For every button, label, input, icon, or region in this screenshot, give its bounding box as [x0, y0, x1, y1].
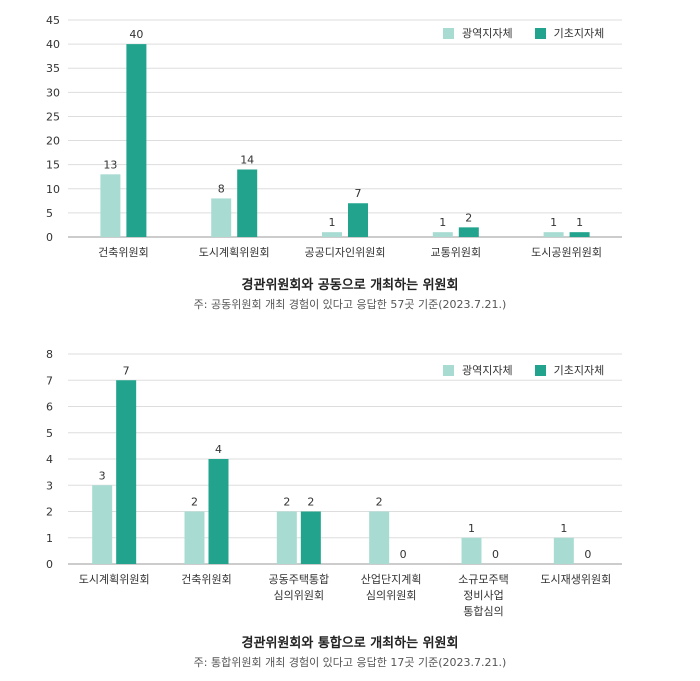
x-category-label: 도시재생위원회 — [540, 573, 611, 586]
bar-value-label: 8 — [218, 182, 225, 195]
y-tick-label: 30 — [46, 86, 60, 99]
y-tick-label: 8 — [46, 348, 53, 361]
bar-regional — [369, 511, 390, 564]
legend-item-regional: 광역지자체 — [443, 362, 513, 378]
bar-value-label: 40 — [129, 28, 143, 41]
chart-joint-committees: 0 5 10 15 20 25 30 35 40 45 13 40 건축위원회 8 14 도시계획위원회 1 7 공… — [0, 0, 700, 340]
y-tick-label: 5 — [46, 207, 53, 220]
bar-basic — [348, 203, 368, 237]
legend-swatch-regional — [443, 364, 454, 376]
y-tick-label: 15 — [46, 159, 60, 172]
legend-label-basic: 기초지자체 — [553, 27, 605, 40]
chart-note: 주: 통합위원회 개최 경험이 있다고 응답한 17곳 기준(2023.7.21… — [193, 656, 507, 669]
x-category-label: 소규모주택 — [458, 573, 509, 586]
y-tick-label: 2 — [46, 506, 53, 519]
y-tick-label: 40 — [46, 38, 60, 51]
x-category-label: 도시공원위원회 — [531, 246, 602, 259]
y-tick-label: 3 — [46, 479, 53, 492]
y-tick-label: 20 — [46, 135, 60, 148]
bar-basic — [300, 511, 321, 564]
legend-swatch-regional — [443, 27, 454, 39]
legend-label-regional: 광역지자체 — [462, 364, 513, 377]
bar-value-label: 2 — [283, 496, 290, 509]
chart-integrated-committees-legend: 광역지자체 기초지자체 — [443, 362, 604, 378]
bar-value-label: 3 — [99, 469, 106, 482]
bar-regional — [543, 232, 564, 237]
bar-value-label: 2 — [307, 496, 314, 509]
legend-item-regional: 광역지자체 — [443, 25, 513, 41]
chart-title: 경관위원회와 통합으로 개최하는 위원회 — [241, 636, 459, 651]
y-tick-label: 5 — [46, 427, 53, 440]
legend-label-regional: 광역지자체 — [462, 27, 513, 40]
chart-joint-committees-plot: 0 5 10 15 20 25 30 35 40 45 13 40 건축위원회 8 14 도시계획위원회 1 7 공… — [46, 14, 622, 259]
bar-basic — [569, 232, 590, 237]
chart-joint-committees-legend: 광역지자체 기초지자체 — [443, 25, 604, 41]
legend-swatch-basic — [534, 364, 546, 376]
bar-value-label: 0 — [492, 548, 499, 561]
x-category-label: 심의위원회 — [366, 589, 417, 602]
x-category-label: 도시계획위원회 — [79, 573, 150, 586]
y-tick-label: 6 — [46, 401, 53, 414]
x-category-label: 건축위원회 — [98, 246, 149, 259]
bar-regional — [276, 511, 297, 564]
bar-regional — [184, 511, 205, 564]
x-category-label: 도시계획위원회 — [199, 246, 270, 259]
bar-basic — [458, 227, 479, 237]
legend-item-basic: 기초지자체 — [534, 25, 605, 41]
bar-value-label: 14 — [240, 153, 254, 166]
chart-title: 경관위원회와 공동으로 개최하는 위원회 — [241, 278, 459, 293]
bar-value-label: 0 — [584, 548, 591, 561]
bar-value-label: 1 — [439, 216, 446, 229]
x-category-label: 교통위원회 — [430, 246, 481, 259]
y-tick-label: 7 — [46, 374, 53, 387]
bar-regional — [461, 537, 482, 564]
y-tick-label: 0 — [46, 558, 53, 571]
bar-value-label: 1 — [576, 216, 583, 229]
legend-swatch-basic — [534, 27, 546, 39]
bar-value-label: 13 — [103, 158, 117, 171]
bar-value-label: 7 — [355, 187, 362, 200]
legend-label-basic: 기초지자체 — [553, 364, 605, 377]
y-tick-label: 1 — [46, 532, 53, 545]
bar-regional — [211, 198, 232, 237]
y-tick-label: 0 — [46, 231, 53, 244]
bar-value-label: 1 — [468, 522, 475, 535]
bar-value-label: 4 — [215, 443, 222, 456]
chart-note: 주: 공동위원회 개최 경험이 있다고 응답한 57곳 기준(2023.7.21… — [193, 298, 507, 311]
bar-basic — [208, 459, 229, 564]
bar-value-label: 2 — [376, 496, 383, 509]
bar-value-label: 1 — [560, 522, 567, 535]
bar-value-label: 1 — [329, 216, 336, 229]
x-category-label: 통합심의 — [463, 605, 503, 618]
bar-basic — [237, 169, 258, 237]
y-tick-label: 45 — [46, 14, 60, 27]
y-tick-label: 35 — [46, 62, 60, 75]
bar-value-label: 7 — [123, 364, 130, 377]
x-category-label: 심의위원회 — [274, 589, 325, 602]
bar-value-label: 2 — [465, 211, 472, 224]
y-tick-label: 10 — [46, 183, 60, 196]
legend-item-basic: 기초지자체 — [534, 362, 605, 378]
bar-basic — [126, 44, 147, 237]
bar-regional — [100, 174, 121, 237]
bar-regional — [432, 232, 453, 237]
bar-value-label: 1 — [550, 216, 557, 229]
bar-value-label: 2 — [191, 496, 198, 509]
bar-regional — [553, 537, 574, 564]
bar-regional — [322, 232, 342, 237]
x-category-label: 공공디자인위원회 — [305, 246, 386, 259]
x-category-label: 공동주택통합 — [268, 573, 329, 586]
x-category-label: 건축위원회 — [181, 573, 232, 586]
x-category-label: 정비사업 — [463, 589, 503, 602]
bar-basic — [116, 380, 137, 564]
y-tick-label: 25 — [46, 110, 60, 123]
bar-regional — [92, 485, 113, 564]
x-category-label: 산업단지계획 — [361, 573, 422, 586]
y-tick-label: 4 — [46, 453, 53, 466]
bar-value-label: 0 — [400, 548, 407, 561]
